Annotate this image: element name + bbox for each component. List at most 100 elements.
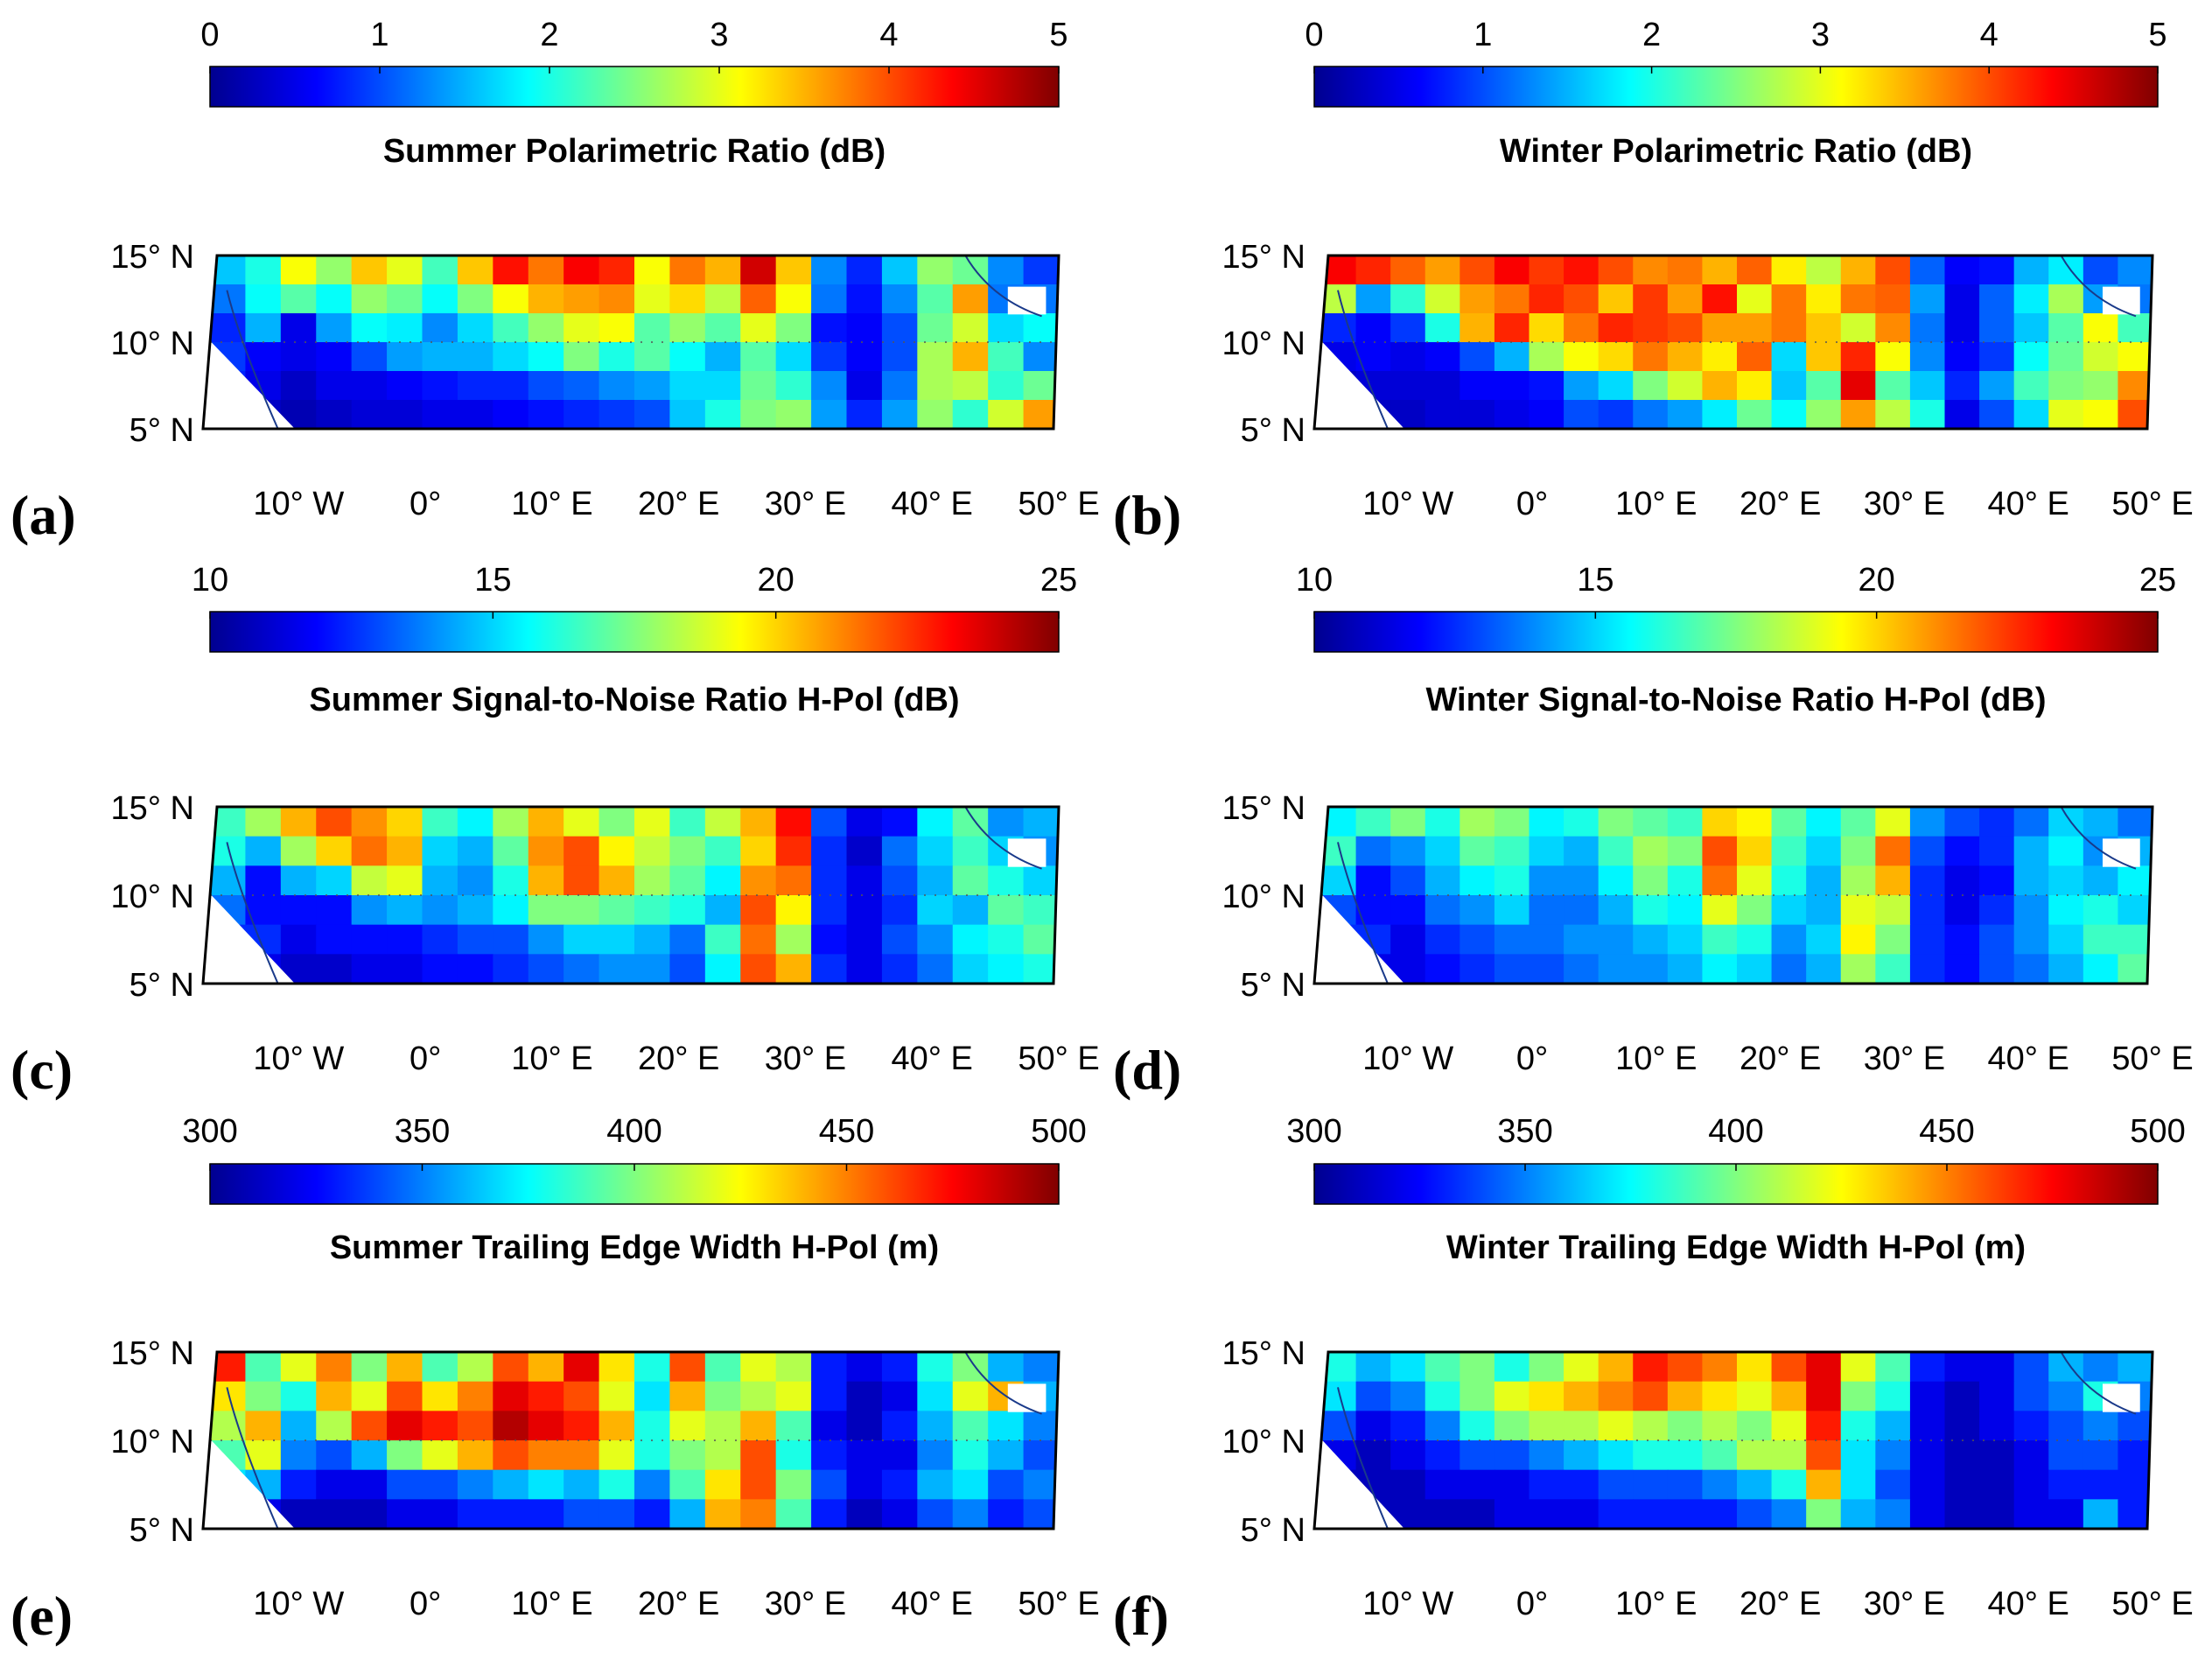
map-frame xyxy=(1312,1350,2154,1530)
heatmap-cell xyxy=(280,1381,317,1411)
heatmap-cell xyxy=(1424,895,1460,926)
heatmap-cell xyxy=(2048,836,2084,866)
heatmap-b xyxy=(1314,256,2152,429)
heatmap-cell xyxy=(634,400,671,429)
heatmap-cell xyxy=(1737,1469,1773,1500)
heatmap-cell xyxy=(387,256,424,285)
heatmap-cell xyxy=(316,400,353,429)
heatmap-cell xyxy=(316,1381,353,1411)
heatmap-cell xyxy=(564,256,600,285)
heatmap-cell xyxy=(1944,1440,1980,1471)
coastline xyxy=(226,1387,279,1529)
heatmap-cell xyxy=(528,1381,564,1411)
lon-label: 10° E xyxy=(511,1586,592,1622)
heatmap-cell xyxy=(2082,313,2119,343)
heatmap-cell xyxy=(1840,895,1876,926)
colorbar-tick-label: 300 xyxy=(1286,1113,1341,1150)
heatmap-cell xyxy=(1771,1352,1807,1383)
heatmap-cell xyxy=(811,954,848,984)
heatmap-cell xyxy=(811,1352,848,1383)
heatmap-cell xyxy=(1875,284,1911,314)
lon-label: 10° E xyxy=(1615,486,1697,522)
heatmap-cell xyxy=(740,1440,777,1471)
heatmap-cell xyxy=(1023,1469,1059,1500)
heatmap-cell xyxy=(1598,924,1634,955)
heatmap-cell xyxy=(811,371,848,401)
map-frame xyxy=(201,805,1060,985)
heatmap-cell xyxy=(704,1440,741,1471)
heatmap-cell xyxy=(1564,924,1600,955)
heatmap-cell xyxy=(1702,256,1738,285)
heatmap-cell xyxy=(2048,1381,2084,1411)
heatmap-cell xyxy=(634,807,671,837)
heatmap-cell xyxy=(528,1440,564,1471)
map-frame xyxy=(1312,805,2154,985)
heatmap-cell xyxy=(917,807,954,837)
heatmap-cell xyxy=(811,895,848,926)
heatmap-cell xyxy=(2082,1411,2119,1441)
heatmap-cell xyxy=(917,836,954,866)
heatmap-cell xyxy=(634,1381,671,1411)
heatmap-cell xyxy=(704,807,741,837)
heatmap-cell xyxy=(1944,865,1980,896)
heatmap-cell xyxy=(351,313,388,343)
heatmap-cell xyxy=(210,284,247,314)
heatmap-cell xyxy=(1771,400,1807,429)
heatmap-cell xyxy=(1598,836,1634,866)
heatmap-cell xyxy=(245,342,282,372)
heatmap-cell xyxy=(1355,807,1391,837)
heatmap-cell xyxy=(1424,400,1460,429)
heatmap-cell xyxy=(1979,371,2015,401)
heatmap-cell xyxy=(1737,284,1773,314)
heatmap-cell xyxy=(846,1411,883,1441)
heatmap-cell xyxy=(598,400,635,429)
heatmap-cell xyxy=(1529,1469,1564,1500)
heatmap-cell xyxy=(210,836,247,866)
heatmap-cell xyxy=(387,313,424,343)
heatmap-cell xyxy=(422,836,458,866)
heatmap-cell xyxy=(1909,807,1946,837)
heatmap-cell xyxy=(598,865,635,896)
heatmap-cell xyxy=(422,284,458,314)
heatmap-cell xyxy=(1390,313,1426,343)
heatmap-cell xyxy=(1667,895,1704,926)
heatmap-cell xyxy=(1840,1499,1876,1529)
heatmap-cell xyxy=(1875,1440,1911,1471)
heatmap-cell xyxy=(2013,256,2049,285)
heatmap-cell xyxy=(351,954,388,984)
heatmap-cell xyxy=(2013,400,2049,429)
heatmap-cell xyxy=(1667,1499,1704,1529)
heatmap-cell xyxy=(1979,1469,2015,1500)
heatmap-cell xyxy=(1633,807,1669,837)
heatmap-cell xyxy=(740,284,777,314)
heatmap-cell xyxy=(1529,924,1564,955)
heatmap-cell xyxy=(493,924,529,955)
heatmap-cell xyxy=(1702,1440,1738,1471)
heatmap-cell xyxy=(1460,954,1495,984)
heatmap-cell xyxy=(210,313,247,343)
heatmap-cell xyxy=(740,924,777,955)
heatmap-cell xyxy=(1529,807,1564,837)
heatmap-cell xyxy=(1598,284,1634,314)
heatmap-cell xyxy=(634,1440,671,1471)
heatmap-cell xyxy=(1875,1381,1911,1411)
heatmap-cell xyxy=(1806,1411,1842,1441)
heatmap-cell xyxy=(1460,400,1495,429)
heatmap-cell xyxy=(811,807,848,837)
heatmap-cell xyxy=(457,284,494,314)
heatmap-cell xyxy=(1633,1499,1669,1529)
coastline xyxy=(2060,807,2137,870)
no-data-mask xyxy=(203,886,295,984)
heatmap-cell xyxy=(422,400,458,429)
lon-label: 50° E xyxy=(2111,486,2193,522)
colorbar-title-f: Winter Trailing Edge Width H-Pol (m) xyxy=(1446,1229,2026,1266)
heatmap-cell xyxy=(811,1381,848,1411)
heatmap-cell xyxy=(1667,807,1704,837)
heatmap-cell xyxy=(316,954,353,984)
heatmap-cell xyxy=(988,865,1025,896)
heatmap-cell xyxy=(811,342,848,372)
colorbar-tick-label: 1 xyxy=(370,17,388,53)
heatmap-cell xyxy=(1598,1381,1634,1411)
heatmap-cell xyxy=(1771,1411,1807,1441)
heatmap-cell xyxy=(846,1440,883,1471)
